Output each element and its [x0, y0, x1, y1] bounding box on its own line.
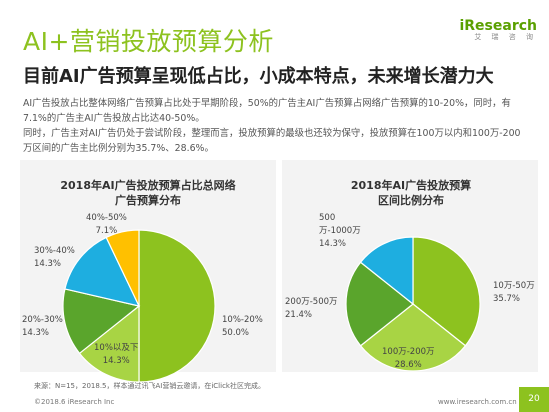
value-label: 14.3%: [34, 259, 62, 269]
website-link[interactable]: www.iresearch.com.cn: [438, 398, 517, 406]
value-label: 7.1%: [95, 226, 118, 236]
pie-slice-500万-1000万: [359, 236, 414, 306]
category-label: 30%-40%: [34, 246, 75, 256]
value-label: 35.7%: [493, 294, 521, 304]
right-label-500-1000: 500万-1000万 14.3%: [319, 212, 363, 251]
page-subtitle: 目前AI广告预算呈现低占比，小成本特点，未来增长潜力大: [23, 66, 494, 87]
paragraph-2: 同时，广告主对AI广告仍处于尝试阶段，整理而言，投放预算的最级也还较为保守，投放…: [23, 128, 521, 154]
value-label: 14.3%: [102, 356, 130, 366]
right-label-200-500: 200万-500万 21.4%: [285, 296, 338, 322]
right-label-10-50: 10万-50万 35.7%: [493, 280, 535, 306]
page-title: AI+营销投放预算分析: [23, 27, 274, 56]
logo-text: iResearch: [459, 18, 537, 34]
chart-left-title: 2018年AI广告投放预算占比总网络广告预算分布: [60, 179, 236, 207]
pie-slice-200万-500万: [345, 261, 414, 347]
category-label: 20%-30%: [22, 315, 63, 325]
pie-slice-40%-50%: [105, 229, 140, 307]
left-label-30-40: 30%-40% 14.3%: [34, 245, 75, 271]
paragraph-1: AI广告投放占比整体网络广告预算占比处于早期阶段，50%的广告主AI广告预算占网…: [23, 98, 511, 124]
copyright: ©2018.6 iResearch Inc: [34, 398, 115, 406]
value-label: 50.0%: [222, 328, 250, 338]
pie-left: [62, 229, 216, 383]
pie-slice-10%-20%: [138, 229, 216, 383]
category-label: 100万-200万: [382, 347, 435, 357]
value-label: 14.3%: [22, 328, 50, 338]
value-label: 21.4%: [285, 310, 313, 320]
category-label: 500万-1000万: [319, 213, 361, 236]
pie-right: [345, 236, 481, 372]
pie-slice-20%-30%: [62, 288, 141, 355]
category-label: 40%-50%: [86, 213, 127, 223]
category-label: 10%-20%: [222, 315, 263, 325]
value-label: 14.3%: [319, 239, 347, 249]
category-label: 10%以及下: [94, 343, 139, 353]
pie-slice-100万-200万: [359, 303, 467, 372]
right-label-100-200: 100万-200万 28.6%: [382, 346, 435, 372]
left-label-10-below: 10%以及下 14.3%: [94, 342, 138, 368]
left-label-40-50: 40%-50% 7.1%: [86, 212, 127, 238]
iresearch-logo: iResearch 艾 瑞 咨 询: [459, 18, 537, 42]
pie-slice-10%以及下: [78, 304, 140, 383]
pie-slice-30%-40%: [64, 236, 141, 307]
left-label-20-30: 20%-30% 14.3%: [22, 314, 63, 340]
category-label: 200万-500万: [285, 297, 338, 307]
value-label: 28.6%: [394, 360, 422, 370]
page-number: 20: [519, 387, 549, 412]
pie-slice-10万-50万: [412, 236, 481, 347]
chart-right-title: 2018年AI广告投放预算区间比例分布: [350, 179, 472, 207]
logo-subtext: 艾 瑞 咨 询: [474, 33, 537, 41]
source-note: 来源：N=15，2018.5，样本通过讯飞AI营销云邀请，在iClick社区完成…: [34, 382, 265, 390]
category-label: 10万-50万: [493, 281, 535, 291]
left-label-10-20: 10%-20% 50.0%: [222, 314, 263, 340]
